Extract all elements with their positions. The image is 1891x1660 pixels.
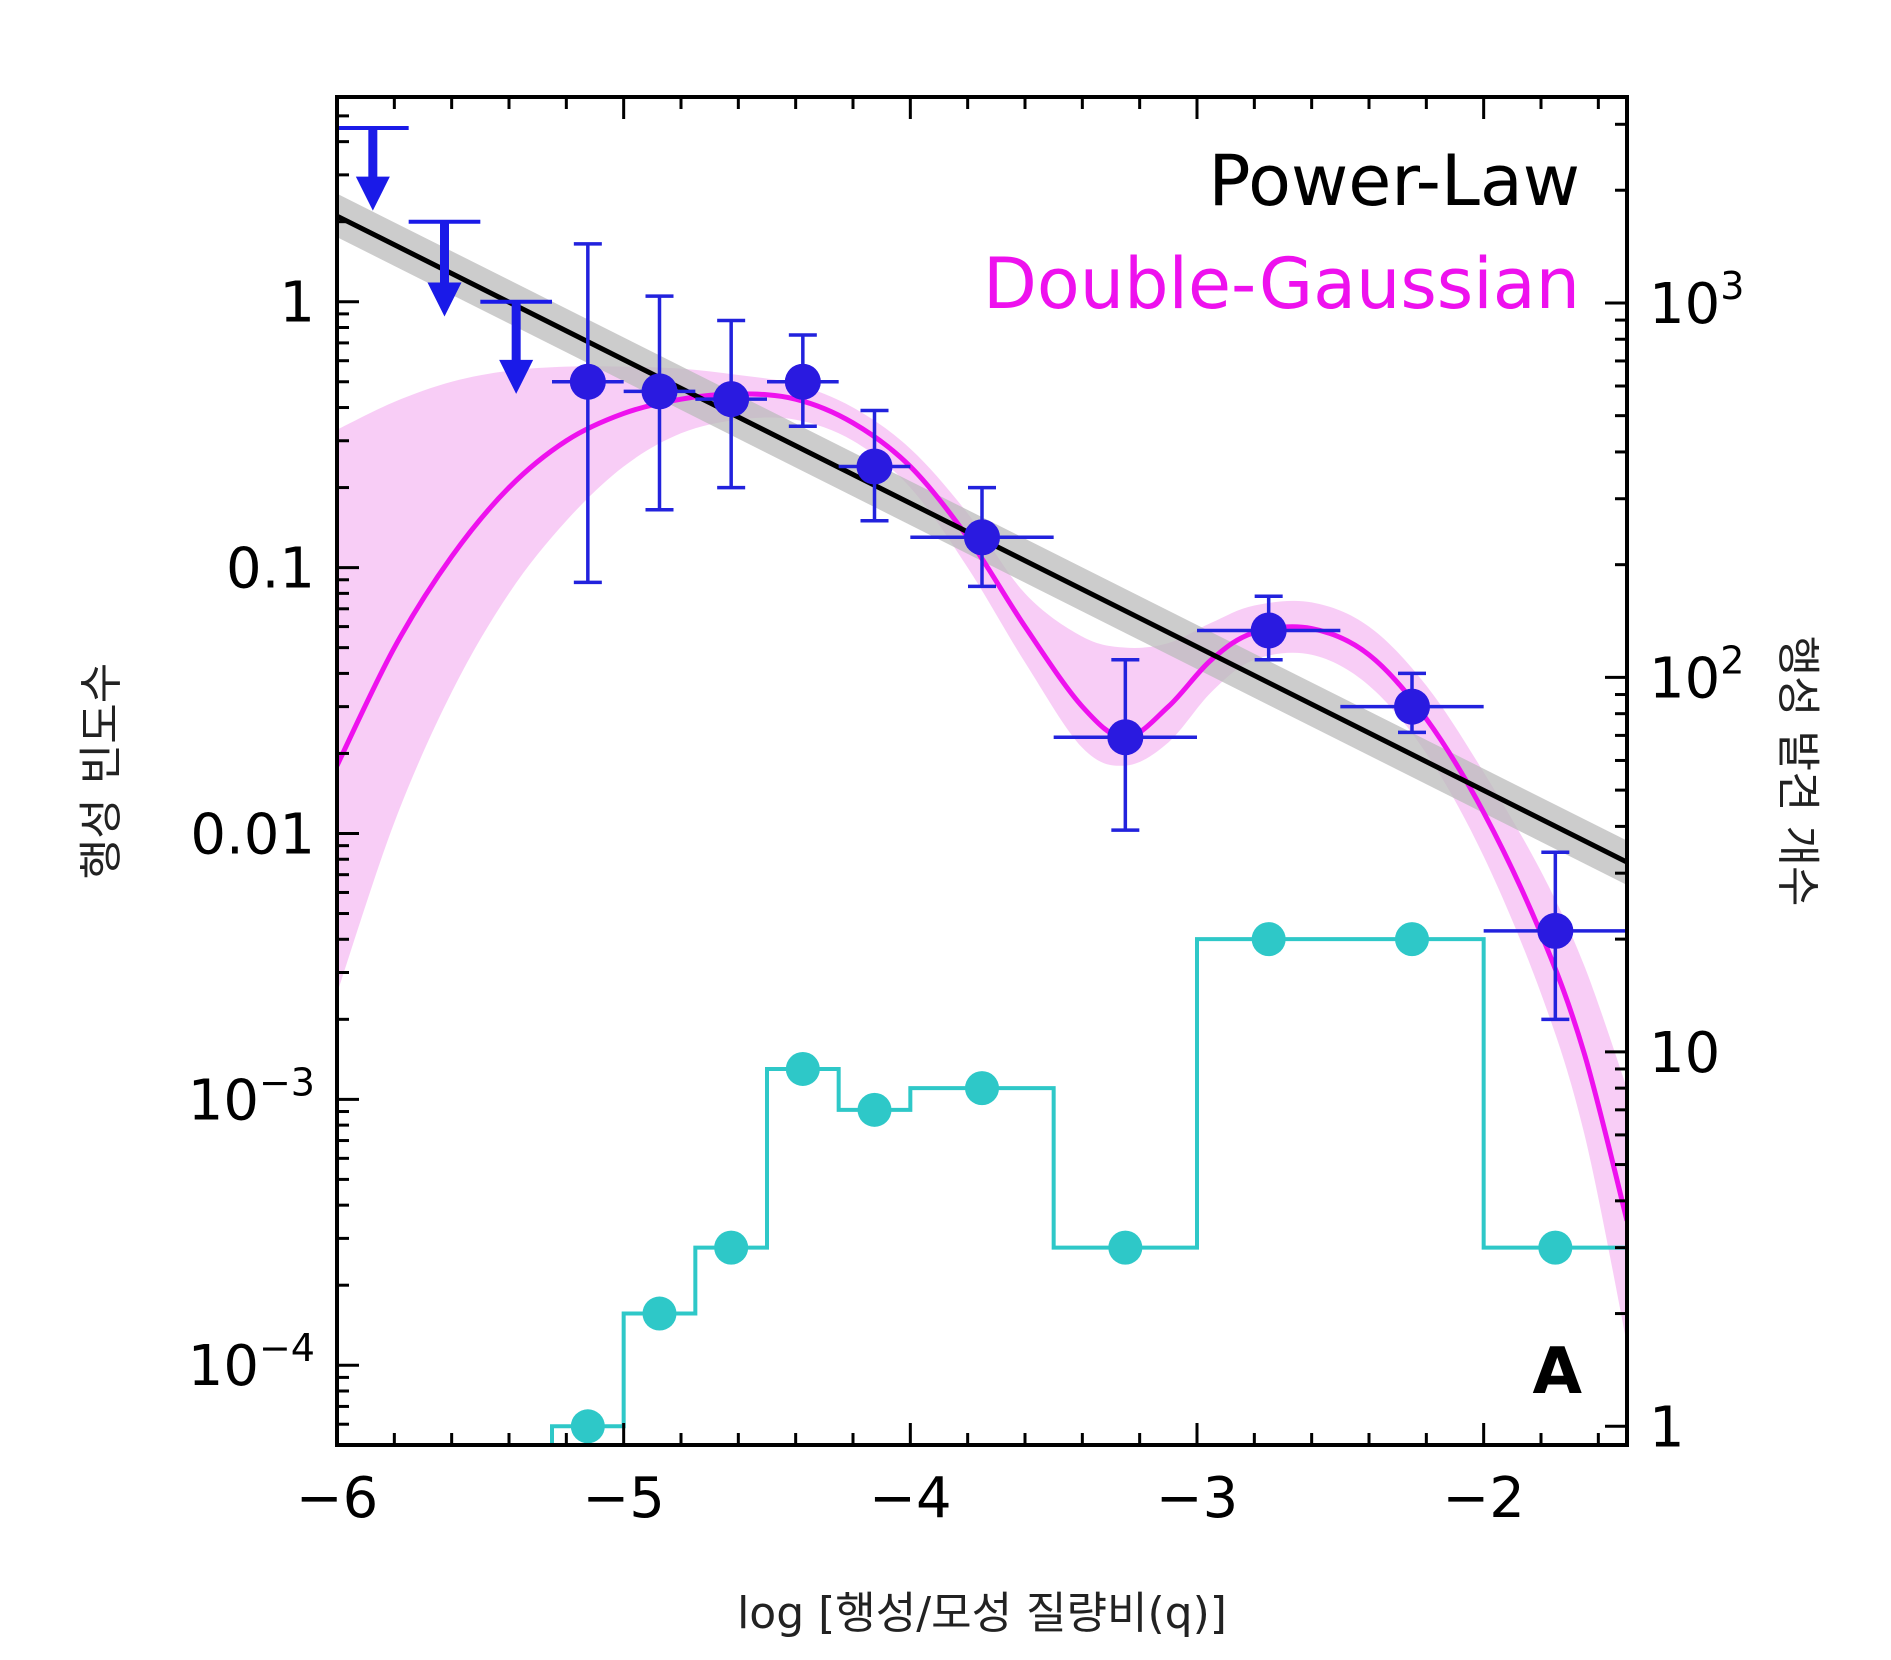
frequency-data-point	[838, 408, 911, 523]
legend-entry: Double-Gaussian	[983, 243, 1580, 325]
double-gaussian-band	[337, 366, 1627, 1345]
y-left-tick-label: 1	[279, 271, 315, 336]
panel-label: A	[1532, 1335, 1582, 1409]
discovery-count-marker	[1538, 1230, 1573, 1265]
down-arrow-icon	[355, 176, 390, 211]
y-left-tick-label: 0.1	[226, 537, 315, 602]
frequency-data-point	[1483, 850, 1627, 1022]
frequency-marker	[1394, 688, 1430, 725]
discovery-count-marker	[1395, 922, 1429, 957]
frequency-data-point	[623, 294, 696, 512]
discovery-count-marker	[1108, 1230, 1143, 1265]
x-axis-title: log [행성/모성 질량비(q)]	[737, 1588, 1227, 1639]
discovery-count-marker	[570, 1409, 605, 1444]
y-axis-title-left: 행성 빈도수	[76, 663, 127, 879]
y-left-tick-label: 10−4	[188, 1326, 315, 1399]
discovery-count-marker	[1251, 922, 1286, 957]
upper-limit-point	[337, 126, 409, 211]
x-tick-label: −2	[1442, 1466, 1525, 1531]
frequency-marker	[641, 373, 678, 410]
double-gaussian-line	[337, 391, 1627, 1222]
frequency-marker	[1537, 912, 1574, 949]
y-left-tick-label: 0.01	[190, 802, 315, 867]
frequency-marker	[856, 448, 893, 485]
frequency-marker	[1107, 719, 1144, 756]
x-tick-label: −4	[869, 1466, 952, 1531]
discovery-count-marker	[785, 1051, 820, 1086]
frequency-marker	[784, 363, 821, 400]
y-right-tick-label: 10	[1649, 1021, 1720, 1086]
legend-entry: Power-Law	[1208, 140, 1580, 222]
frequency-data-point	[695, 318, 767, 490]
frequency-marker	[964, 519, 1000, 556]
frequency-data-point	[552, 242, 624, 585]
plot-frame	[335, 95, 1629, 1447]
frequency-error-bars	[337, 126, 1627, 1022]
y-right-tick-label: 1	[1649, 1395, 1685, 1460]
down-arrow-icon	[427, 282, 462, 317]
frequency-data-point	[767, 333, 839, 429]
y-right-tick-label: 102	[1649, 638, 1744, 711]
plot-axes	[335, 95, 1629, 1447]
x-tick-label: −5	[582, 1466, 665, 1531]
discovery-count-histogram	[550, 922, 1627, 1445]
frequency-marker	[569, 363, 606, 400]
frequency-data-point	[1053, 658, 1197, 832]
x-tick-label: −3	[1156, 1466, 1239, 1531]
down-arrow-icon	[499, 359, 534, 394]
upper-limit-point	[480, 299, 552, 394]
frequency-data-point	[1197, 594, 1341, 662]
y-right-tick-label: 103	[1649, 264, 1744, 337]
frequency-data-point	[910, 485, 1054, 589]
discovery-count-marker	[642, 1296, 677, 1331]
discovery-count-marker	[965, 1071, 999, 1106]
frequency-marker	[1250, 612, 1287, 649]
x-tick-label: −6	[296, 1466, 379, 1531]
upper-limit-point	[408, 219, 481, 317]
y-axis-title-right: 행성 발견 개수	[1772, 636, 1823, 907]
frequency-marker	[713, 381, 750, 418]
frequency-data-point	[1340, 671, 1484, 735]
discovery-count-marker	[714, 1230, 749, 1265]
y-left-tick-label: 10−3	[188, 1060, 315, 1133]
discovery-count-marker	[857, 1092, 892, 1127]
